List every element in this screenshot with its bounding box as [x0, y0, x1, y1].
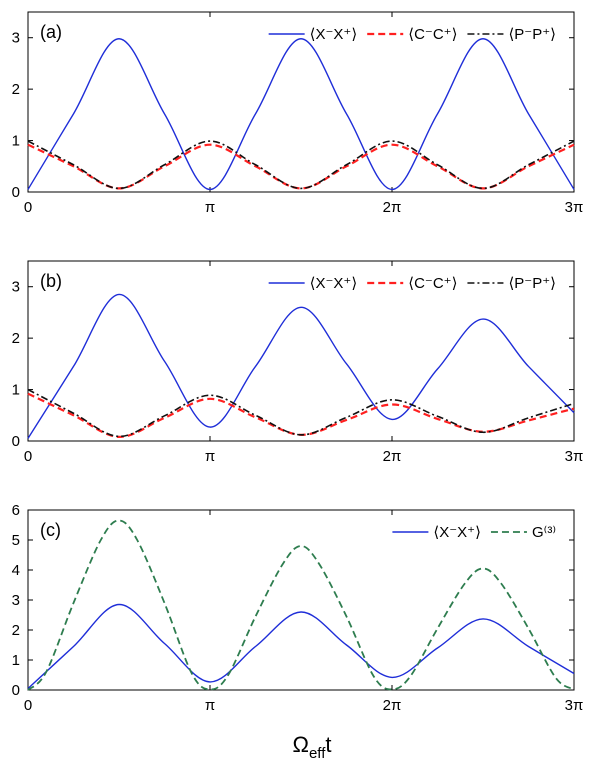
x-tick-label: 2π	[383, 199, 402, 216]
legend-label-2: ⟨C⁻C⁺⟩	[408, 26, 457, 43]
x-tick-label: π	[205, 697, 215, 714]
legend: ⟨P⁻P⁺⟩ ⟨C⁻C⁺⟩ ⟨X⁻X⁺⟩	[268, 275, 556, 292]
legend-label-2: G⁽³⁾	[532, 524, 556, 541]
series-line-1	[27, 603, 575, 690]
y-tick-label: 2	[12, 622, 20, 639]
series-line-1	[27, 38, 575, 191]
y-tick-label: 2	[12, 330, 20, 347]
x-tick-label: 0	[24, 697, 32, 714]
legend-label-3: ⟨P⁻P⁺⟩	[508, 275, 556, 292]
x-axis-label-main: Ω	[293, 732, 309, 757]
series-line-3	[27, 388, 575, 438]
chart-panel-1: 0 π 2π 3π 0 1 2 3 (a) ⟨P⁻P⁺⟩ ⟨C⁻C⁺⟩ ⟨X⁻X⁺⟩	[12, 11, 584, 216]
chart-panel-3: 0 π 2π 3π 0 1 2 3 4 5 6 (c) G⁽³⁾ ⟨X⁻X⁺⟩	[12, 502, 584, 714]
x-tick-label: 3π	[565, 199, 584, 216]
series-line-1	[27, 293, 575, 439]
x-tick-label: 3π	[565, 448, 584, 465]
x-tick-label: 0	[24, 448, 32, 465]
x-tick-label: π	[205, 448, 215, 465]
y-tick-label: 1	[12, 382, 20, 399]
x-axis-label: Ωefft	[293, 732, 332, 762]
y-tick-label: 1	[12, 133, 20, 150]
chart-panel-2: 0 π 2π 3π 0 1 2 3 (b) ⟨P⁻P⁺⟩ ⟨C⁻C⁺⟩ ⟨X⁻X⁺⟩	[12, 260, 584, 465]
series-line-3	[27, 140, 575, 190]
y-tick-label: 5	[12, 532, 20, 549]
x-tick-label: 2π	[383, 697, 402, 714]
panel-label: (b)	[40, 271, 62, 291]
series-line-2	[27, 392, 575, 438]
plot-frame	[27, 509, 575, 691]
plot-frame	[27, 260, 575, 442]
y-tick-label: 3	[12, 592, 20, 609]
x-tick-label: π	[205, 199, 215, 216]
y-tick-label: 0	[12, 433, 20, 450]
legend: G⁽³⁾ ⟨X⁻X⁺⟩	[392, 524, 556, 541]
legend-label-1: ⟨X⁻X⁺⟩	[433, 524, 481, 541]
series-line-2	[27, 143, 575, 190]
x-axis-label-sub: eff	[309, 745, 326, 762]
y-tick-label: 3	[12, 279, 20, 296]
x-tick-label: 0	[24, 199, 32, 216]
panel-label: (c)	[40, 520, 61, 540]
y-tick-label: 0	[12, 682, 20, 699]
y-tick-label: 6	[12, 502, 20, 519]
x-tick-label: 3π	[565, 697, 584, 714]
y-tick-label: 2	[12, 81, 20, 98]
y-tick-label: 4	[12, 562, 20, 579]
legend-label-1: ⟨X⁻X⁺⟩	[310, 275, 358, 292]
x-axis-label-tail: t	[325, 732, 331, 757]
y-tick-label: 3	[12, 30, 20, 47]
y-tick-label: 1	[12, 652, 20, 669]
plot-frame	[27, 11, 575, 193]
legend-label-3: ⟨P⁻P⁺⟩	[508, 26, 556, 43]
x-tick-label: 2π	[383, 448, 402, 465]
legend-label-2: ⟨C⁻C⁺⟩	[408, 275, 457, 292]
legend: ⟨P⁻P⁺⟩ ⟨C⁻C⁺⟩ ⟨X⁻X⁺⟩	[268, 26, 556, 43]
legend-label-1: ⟨X⁻X⁺⟩	[310, 26, 358, 43]
series-line-2	[27, 519, 575, 691]
y-tick-label: 0	[12, 184, 20, 201]
panel-label: (a)	[40, 22, 62, 42]
